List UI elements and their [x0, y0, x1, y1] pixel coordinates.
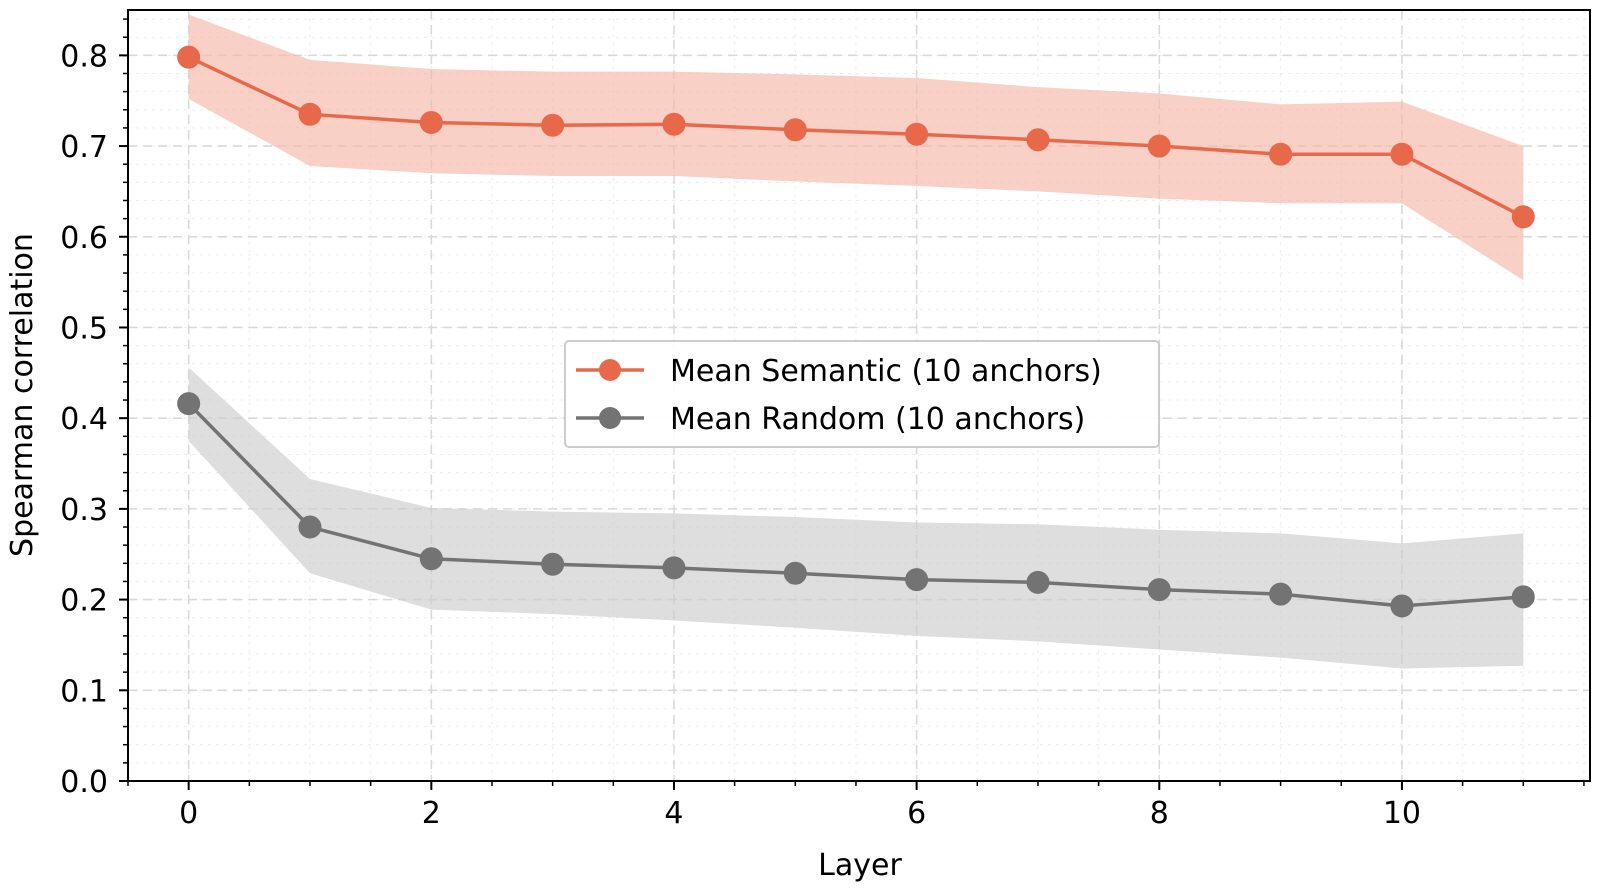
point-semantic: [419, 110, 443, 134]
legend-marker-semantic: [599, 359, 621, 381]
y-tick-label: 0.8: [60, 39, 108, 74]
y-axis-label: Spearman correlation: [5, 233, 40, 557]
point-random: [783, 561, 807, 585]
point-random: [1026, 570, 1050, 594]
point-random: [1390, 594, 1414, 618]
point-random: [419, 547, 443, 571]
x-tick-label: 2: [422, 796, 441, 831]
line-random: [187, 402, 1524, 608]
point-semantic: [662, 112, 686, 136]
point-random: [177, 392, 201, 416]
point-random: [298, 515, 322, 539]
x-tick-label: 0: [179, 796, 198, 831]
y-tick-label: 0.3: [60, 493, 108, 528]
legend-label-random: Mean Random (10 anchors): [670, 402, 1085, 437]
y-tick-label: 0.0: [60, 765, 108, 800]
line-semantic: [187, 55, 1525, 219]
confidence-bands: [188, 14, 1524, 669]
x-tick-label: 8: [1150, 796, 1169, 831]
point-semantic: [1026, 128, 1050, 152]
y-tick-label: 0.1: [60, 674, 108, 709]
point-semantic: [541, 113, 565, 137]
point-semantic: [1511, 205, 1535, 229]
point-semantic: [1147, 134, 1171, 158]
point-semantic: [177, 45, 201, 69]
point-semantic: [905, 122, 929, 146]
legend-box: [564, 340, 1160, 448]
tick-labels: 0 2 4 6 8 10 0.0 0.1 0.2 0.3 0.4 0.5 0.6 0.7 0.8: [60, 39, 1421, 831]
y-tick-label: 0.7: [60, 130, 108, 165]
point-semantic: [783, 118, 807, 142]
legend-label-semantic: Mean Semantic (10 anchors): [670, 354, 1102, 389]
band-random: [188, 367, 1524, 669]
legend: Mean Semantic (10 anchors) Mean Random (1…: [564, 340, 1160, 448]
point-random: [1511, 585, 1535, 609]
point-random: [905, 568, 929, 592]
plot-area-frame: [127, 9, 1591, 782]
series-lines: [187, 55, 1525, 608]
x-tick-label: 6: [907, 796, 926, 831]
point-semantic: [1269, 142, 1293, 166]
legend-marker-random: [599, 407, 621, 429]
axis-ticks: [119, 18, 1585, 790]
x-tick-label: 10: [1383, 796, 1421, 831]
point-random: [541, 552, 565, 576]
point-random: [1269, 582, 1293, 606]
point-semantic: [1390, 142, 1414, 166]
point-random: [662, 556, 686, 580]
band-semantic: [188, 14, 1524, 281]
y-tick-label: 0.5: [60, 311, 108, 346]
point-semantic: [298, 102, 322, 126]
point-random: [1147, 578, 1171, 602]
x-tick-label: 4: [664, 796, 683, 831]
y-tick-label: 0.4: [60, 402, 108, 437]
x-axis-label: Layer: [818, 848, 902, 883]
y-tick-label: 0.6: [60, 221, 108, 256]
y-tick-label: 0.2: [60, 584, 108, 619]
series-points: [177, 45, 1535, 618]
